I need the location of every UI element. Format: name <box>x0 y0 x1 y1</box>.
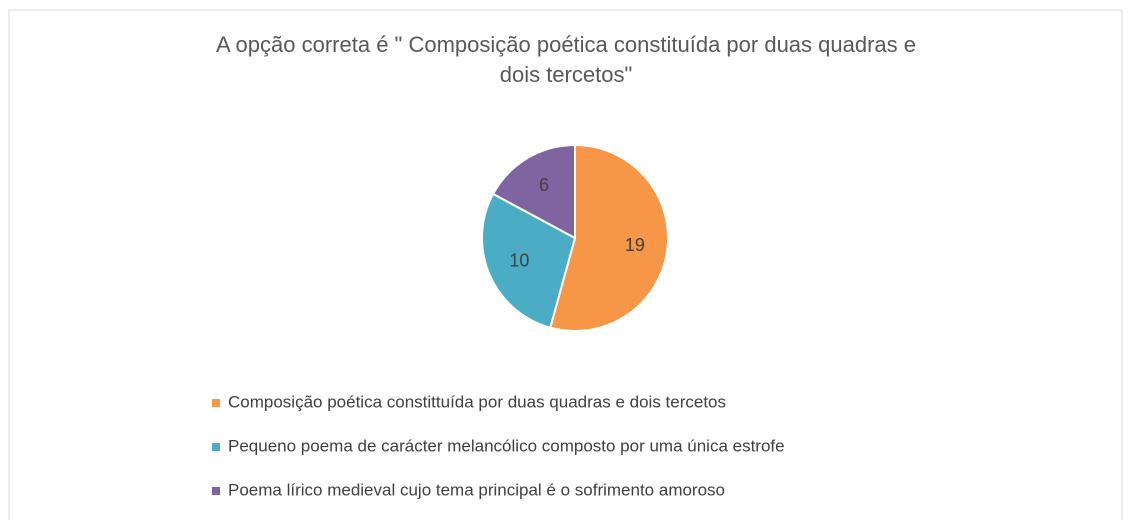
title-box: A opção correta é " Composição poética c… <box>0 30 1132 90</box>
data-label: 10 <box>509 251 529 271</box>
chart-title: A opção correta é " Composição poética c… <box>215 32 916 87</box>
data-label: 19 <box>625 235 645 255</box>
pie-slice <box>549 143 669 332</box>
data-label: 6 <box>539 175 549 195</box>
pie-slice <box>481 192 577 329</box>
legend-swatch <box>212 443 220 451</box>
legend-label: Composição poética constittuída por duas… <box>228 392 726 411</box>
legend-label: Pequeno poema de carácter melancólico co… <box>228 436 785 455</box>
legend-label: Poema lírico medieval cujo tema principa… <box>228 480 725 499</box>
pie-slice <box>491 143 576 240</box>
legend-swatch <box>212 399 220 407</box>
legend-swatch <box>212 487 220 495</box>
chart-border <box>8 9 1123 520</box>
